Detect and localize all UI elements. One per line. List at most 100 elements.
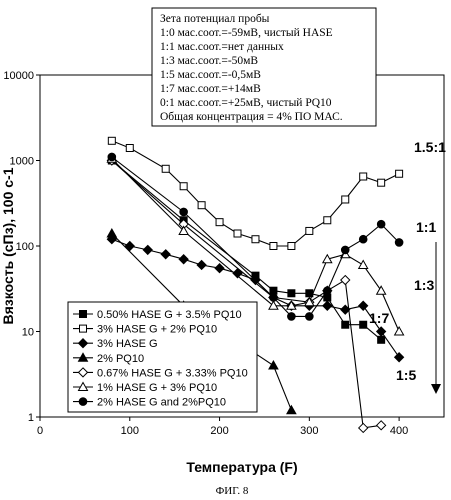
data-point [393,325,405,336]
legend-marker [77,352,89,362]
legend-marker [79,324,87,333]
x-tick-label: 300 [300,425,318,437]
data-point [268,360,279,370]
data-point [178,254,189,265]
annotation-box: Зета потенциал пробы 1:0 мас.соот.=-59мВ… [151,7,377,127]
series-line [111,140,400,247]
legend-entry: 2% PQ10 [97,353,144,365]
legend-entry: 3% HASE G [97,338,158,350]
series-line [111,160,382,429]
data-point [287,289,296,298]
data-point [305,226,314,235]
data-point [395,169,404,178]
data-point [178,225,189,235]
series-line [111,160,382,341]
data-point [321,253,333,264]
data-point [357,300,369,311]
ratio-label-1-3: 1:3 [414,277,434,293]
data-point [197,201,206,210]
ratio-labels: 1.5:1 1:1 1:3 1:7 1:5 [369,139,446,383]
x-axis-ticks: 0 100 200 300 400 [37,417,408,437]
y-axis-ticks: 1 10 100 1000 10000 [3,70,40,424]
data-point [357,259,369,269]
data-point [214,262,225,274]
x-tick-label: 0 [37,425,43,437]
data-point [142,244,153,256]
y-tick-label: 10000 [3,70,34,82]
data-point [287,312,296,321]
legend-marker [79,310,87,318]
legend-entry: 2% HASE G and 2%PQ10 [97,397,226,409]
y-tick-label: 10 [22,327,34,339]
data-point [160,249,171,260]
data-point [179,207,188,217]
x-tick-label: 400 [390,425,408,437]
series-6 [107,152,404,321]
data-point [341,195,350,204]
legend-marker [77,367,89,378]
y-tick-label: 1 [28,412,34,424]
annotation-line: 0:1 мас.соот.=+25мВ, чистый PQ10 [160,97,332,109]
data-point [340,245,350,255]
annotation-line: 1:3 мас.соот.=-50мВ [160,55,258,67]
ratio-label-1-5: 1:5 [396,367,416,383]
data-point [305,312,314,321]
legend-entry: 1% HASE G + 3% PQ10 [97,382,217,394]
x-tick-label: 100 [121,425,139,437]
data-point [232,268,243,279]
data-point [341,320,350,329]
data-point [125,144,134,153]
data-point [375,285,387,295]
legend-entry: 0.67% HASE G + 3.33% PQ10 [97,367,248,379]
ratio-label-1-1: 1:1 [416,219,436,235]
figure-caption: ФИГ. 8 [216,485,249,497]
data-point [268,300,279,310]
data-point [215,218,224,227]
y-tick-label: 100 [16,241,34,253]
data-point [393,352,405,363]
annotation-line: 1:7 мас.соот.=+14мВ [160,83,261,95]
data-point [107,152,117,162]
x-tick-label: 200 [210,425,228,437]
legend-marker [77,337,89,349]
data-point [322,286,332,296]
data-point [340,274,351,286]
data-point [375,420,387,431]
data-point [286,404,297,415]
legend: 0.50% HASE G + 3.5% PQ10 3% HASE G + 2% P… [67,301,258,413]
data-point [375,326,387,337]
data-point [233,229,242,238]
data-point [359,172,368,181]
annotation-line: 1:1 мас.соот.=нет данных [160,41,284,53]
data-point [179,182,188,191]
direction-arrow [431,242,441,394]
data-point [377,178,386,187]
data-point [286,300,297,310]
data-point [196,259,207,271]
data-point [251,235,260,244]
annotation-line: Зета потенциал пробы [160,13,270,25]
data-point [323,216,332,225]
legend-marker [77,381,89,391]
ratio-label-1-7: 1:7 [369,310,389,326]
data-point [357,422,369,434]
y-tick-label: 1000 [10,156,34,168]
series-layer [106,136,405,434]
legend-entry: 0.50% HASE G + 3.5% PQ10 [97,309,242,321]
legend-marker [78,397,88,406]
data-point [124,240,135,252]
annotation-line: 1:5 мас.соот.=-0,5мВ [160,69,261,81]
series-1 [107,136,404,250]
x-axis-title: Температура (F) [186,459,297,475]
series-line [111,156,400,317]
data-point [161,164,170,173]
data-point [303,296,315,307]
data-point [359,320,368,329]
annotation-line: Общая концентрация = 4% ПО МАС. [160,111,343,123]
series-line [111,158,400,332]
annotation-line: 1:0 мас.соот.=-59мВ, чистый HASE [160,27,333,39]
data-point [269,293,278,302]
data-point [377,335,386,344]
data-point [106,227,118,238]
